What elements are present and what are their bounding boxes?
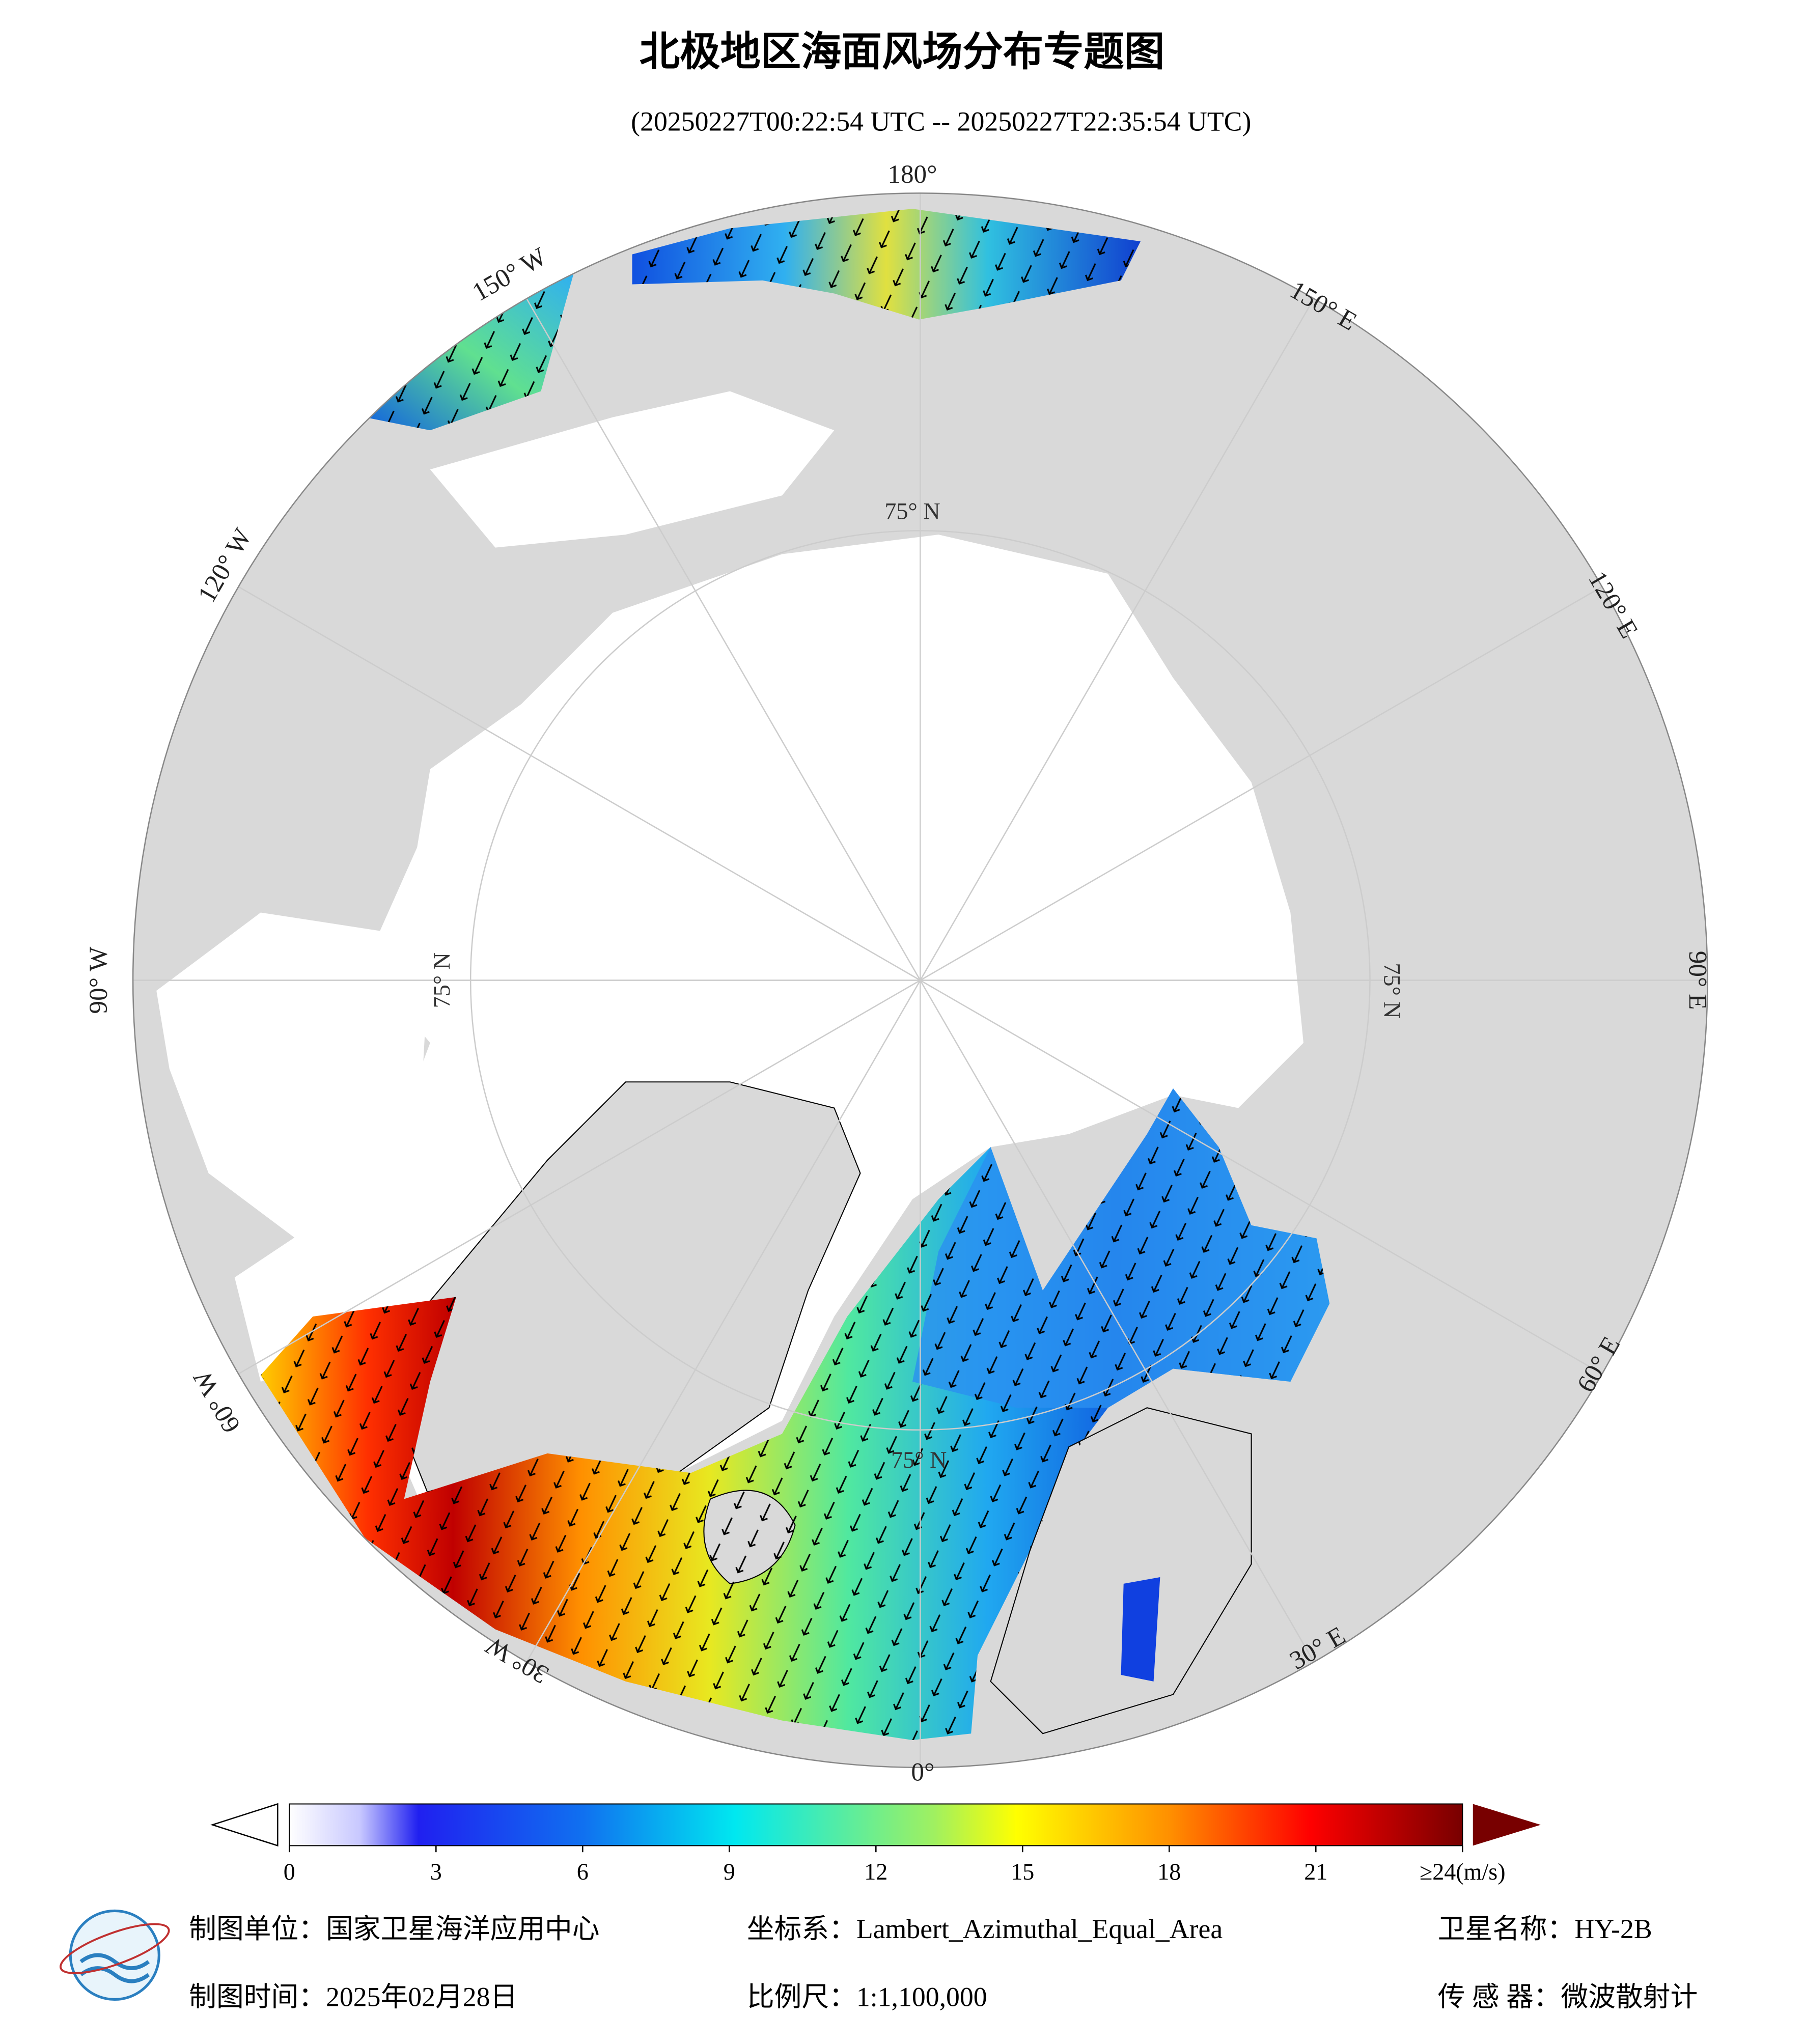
colorbar-min-arrow <box>210 1803 279 1847</box>
logo <box>59 1909 170 2001</box>
meridian-line <box>920 979 1603 1375</box>
parallel-label: 75° N <box>891 1447 947 1473</box>
title: 北极地区海面风场分布专题图 <box>640 30 1164 74</box>
colorbar-tick-label: 12 <box>864 1859 887 1885</box>
wind-vectors <box>260 209 1330 1741</box>
meridian-label: 0° <box>911 1757 934 1786</box>
meridian-label: 180° <box>887 160 937 189</box>
meridian-line <box>920 586 1603 981</box>
colorbar-tick-label: 3 <box>430 1859 442 1885</box>
colorbar-max-arrow <box>1473 1804 1541 1846</box>
colorbar-tick-label: ≥24(m/s) <box>1420 1859 1506 1885</box>
colorbar-tick-label: 15 <box>1011 1859 1034 1885</box>
satellite: 卫星名称：HY-2B <box>1438 1914 1652 1944</box>
parallel-label: 75° N <box>1379 963 1405 1018</box>
coordinate-system: 坐标系：Lambert_Azimuthal_Equal_Area <box>747 1914 1223 1944</box>
meridian-line <box>526 298 921 981</box>
meridian-lines <box>133 193 1708 1768</box>
footer: 制图单位：国家卫星海洋应用中心 坐标系：Lambert_Azimuthal_Eq… <box>59 1909 1698 2012</box>
parallel-label: 75° N <box>884 498 940 524</box>
map-date: 制图时间：2025年02月28日 <box>189 1981 517 2012</box>
wind-field-baltic <box>1121 1577 1160 1682</box>
meridian-line <box>920 298 1315 981</box>
meridian-line <box>238 586 921 981</box>
subtitle: (20250227T00:22:54 UTC -- 20250227T22:35… <box>631 106 1251 136</box>
colorbar-tick-label: 9 <box>724 1859 735 1885</box>
sensor: 传 感 器：微波散射计 <box>1438 1981 1698 2012</box>
colorbar: 0 3 6 9 12 15 18 21 ≥24(m/s) <box>210 1803 1541 1885</box>
meridian-line <box>238 979 921 1375</box>
map-unit: 制图单位：国家卫星海洋应用中心 <box>189 1914 599 1944</box>
colorbar-tick-label: 18 <box>1157 1859 1181 1885</box>
meridian-label: 90° W <box>84 946 113 1014</box>
map-border <box>132 192 1708 1769</box>
colorbar-scale <box>289 1803 1463 1846</box>
beaufort-sea <box>430 391 835 548</box>
meridian-line <box>920 979 1315 1663</box>
meridian-line <box>526 979 921 1663</box>
map-scale: 比例尺：1:1,100,000 <box>747 1981 987 2012</box>
map-area <box>133 193 1708 1768</box>
hudson-bay <box>156 912 430 1252</box>
meridian-label: 90° E <box>1683 951 1712 1010</box>
parallel-labels: 75° N 75° N 75° N 75° N <box>429 498 1405 1473</box>
colorbar-tick-label: 21 <box>1304 1859 1327 1885</box>
parallel-label: 75° N <box>429 953 455 1008</box>
colorbar-tick-label: 6 <box>577 1859 589 1885</box>
colorbar-tick-label: 0 <box>284 1859 295 1885</box>
